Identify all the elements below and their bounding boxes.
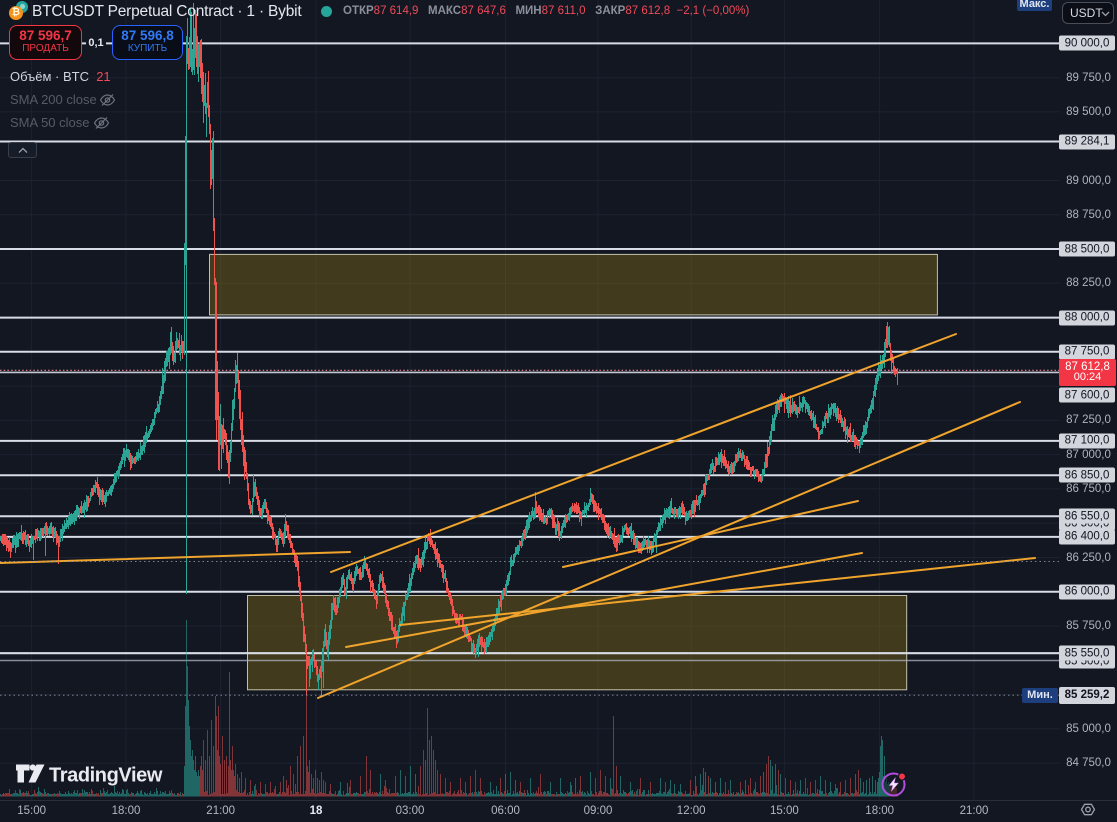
svg-text:TradingView: TradingView — [49, 765, 163, 787]
